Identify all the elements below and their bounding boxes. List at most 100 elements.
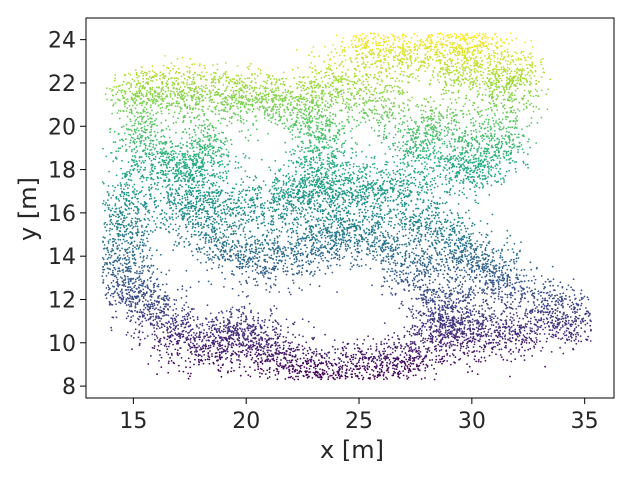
scatter-point (165, 321, 168, 324)
scatter-point (262, 370, 265, 372)
scatter-point (313, 84, 316, 87)
scatter-point (305, 155, 308, 158)
scatter-point (246, 86, 249, 89)
scatter-point (245, 318, 248, 321)
scatter-point (162, 76, 164, 79)
scatter-point (195, 116, 198, 119)
scatter-point (302, 193, 305, 195)
scatter-point (119, 262, 122, 265)
scatter-point (172, 172, 174, 175)
scatter-point (352, 165, 355, 168)
scatter-point (296, 358, 299, 361)
scatter-point (156, 349, 159, 351)
scatter-point (262, 332, 265, 334)
scatter-point (281, 103, 284, 106)
scatter-point (140, 280, 143, 283)
scatter-point (137, 318, 140, 321)
scatter-point (119, 110, 122, 113)
scatter-point (153, 197, 156, 199)
scatter-point (153, 289, 156, 292)
scatter-point (136, 76, 139, 79)
scatter-point (111, 248, 113, 250)
scatter-point (217, 162, 220, 164)
scatter-point (209, 148, 211, 151)
scatter-point (218, 113, 221, 116)
scatter-point (112, 141, 115, 144)
scatter-point (172, 153, 175, 155)
scatter-point (150, 164, 153, 167)
scatter-point (163, 147, 165, 150)
scatter-point (155, 79, 158, 81)
scatter-point (231, 86, 234, 89)
scatter-point (324, 135, 327, 138)
scatter-point (198, 65, 201, 67)
scatter-point (140, 115, 143, 118)
scatter-point (284, 95, 287, 98)
scatter-point (331, 122, 334, 124)
scatter-point (156, 324, 159, 326)
scatter-point (206, 161, 209, 163)
scatter-point (318, 137, 320, 140)
scatter-point (267, 119, 270, 122)
scatter-point (118, 244, 121, 247)
scatter-point (113, 261, 115, 263)
scatter-point (103, 247, 106, 250)
scatter-point (115, 259, 117, 262)
scatter-point (186, 165, 189, 168)
scatter-point (318, 362, 321, 364)
scatter-point (161, 106, 164, 109)
scatter-point (174, 105, 177, 108)
scatter-point (317, 110, 320, 113)
scatter-point (185, 338, 188, 341)
scatter-point (169, 153, 172, 156)
scatter-point (245, 316, 248, 319)
scatter-point (121, 247, 123, 250)
scatter-point (142, 288, 145, 291)
scatter-point (285, 350, 288, 353)
scatter-point (326, 102, 329, 104)
scatter-point (195, 172, 197, 175)
scatter-point (110, 221, 113, 224)
scatter-point (201, 140, 204, 142)
scatter-point (192, 89, 195, 92)
scatter-point (193, 117, 196, 120)
scatter-point (159, 306, 162, 309)
scatter-point (152, 293, 154, 296)
scatter-point (302, 166, 305, 169)
scatter-point (141, 244, 144, 247)
scatter-point (167, 353, 170, 356)
scatter-point (142, 77, 145, 80)
scatter-point (160, 164, 163, 167)
scatter-point (198, 97, 201, 100)
scatter-point (307, 193, 309, 196)
scatter-point (131, 148, 133, 151)
scatter-point (324, 125, 327, 127)
scatter-point (117, 98, 120, 101)
scatter-point (173, 83, 176, 86)
scatter-point (137, 129, 140, 132)
scatter-point (191, 308, 194, 311)
scatter-point (159, 78, 161, 80)
scatter-point (340, 360, 343, 362)
scatter-point (213, 339, 216, 342)
scatter-point (336, 150, 339, 153)
scatter-point (284, 378, 287, 380)
scatter-point (243, 328, 246, 331)
scatter-point (152, 96, 154, 98)
scatter-point (104, 93, 107, 95)
scatter-point (136, 218, 139, 220)
scatter-point (198, 327, 200, 329)
scatter-point (276, 321, 279, 324)
scatter-point (205, 93, 208, 96)
scatter-point (134, 306, 137, 309)
scatter-point (236, 359, 238, 361)
scatter-point (189, 375, 191, 378)
scatter-point (217, 119, 220, 122)
scatter-point (227, 155, 230, 158)
scatter-point (239, 115, 242, 118)
scatter-point (156, 373, 159, 376)
scatter-point (136, 127, 139, 129)
scatter-point (244, 330, 247, 332)
scatter-point (334, 351, 337, 354)
scatter-point (149, 299, 152, 301)
